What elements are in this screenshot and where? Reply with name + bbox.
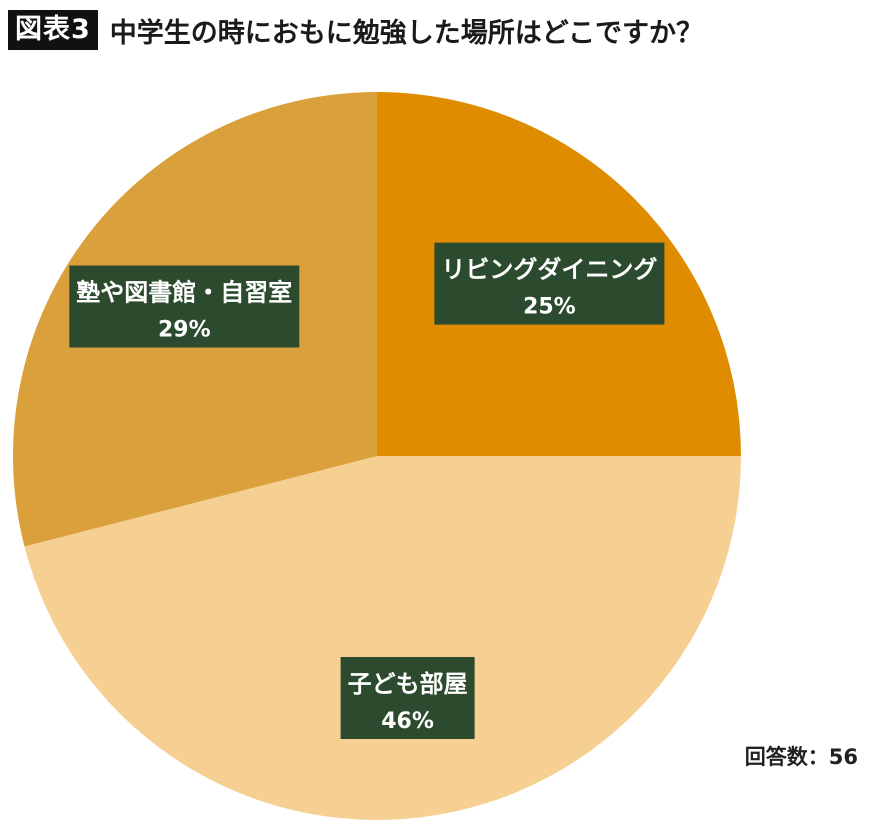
slice-category-label: 子ども部屋	[348, 670, 468, 698]
slice-percent-label: 46%	[381, 709, 434, 734]
slice-percent-label: 25%	[523, 295, 576, 320]
slice-percent-label: 29%	[158, 318, 211, 343]
slice-label-box	[69, 265, 300, 348]
slice-category-label: 塾や図書館・自習室	[76, 279, 292, 307]
slice-label-living-dining: リビングダイニング 25%	[434, 242, 665, 325]
figure-label: 図表3	[8, 10, 98, 50]
slice-label-cram-library: 塾や図書館・自習室 29%	[69, 265, 300, 348]
slice-label-kids-room: 子ども部屋 46%	[340, 657, 475, 739]
slice-label-box	[434, 242, 665, 325]
response-count: 回答数：56	[744, 745, 858, 769]
chart-header: 図表3 中学生の時におもに勉強した場所はどこですか？	[8, 9, 703, 51]
pie-slice-kids-room	[24, 456, 741, 820]
chart-title: 中学生の時におもに勉強した場所はどこですか？	[109, 17, 703, 49]
slice-label-box	[340, 657, 475, 739]
slice-category-label: リビングダイニング	[441, 256, 657, 284]
